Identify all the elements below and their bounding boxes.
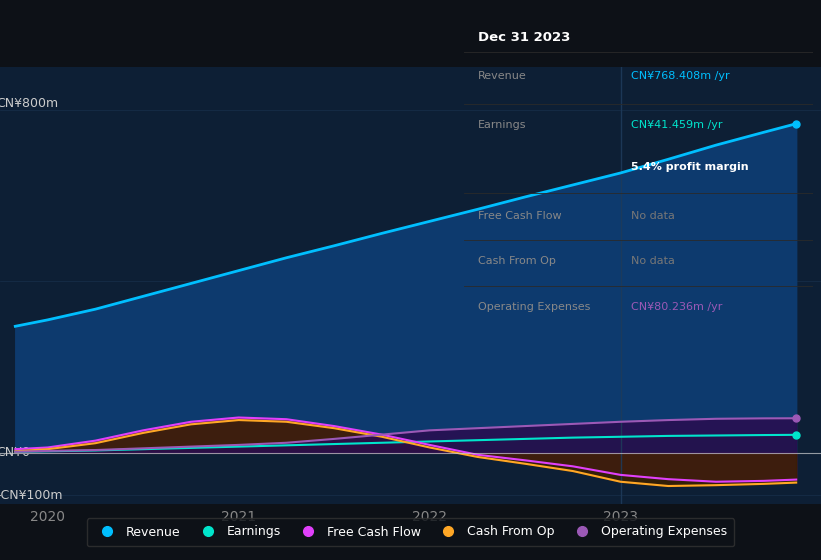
- Text: CN¥800m: CN¥800m: [0, 97, 58, 110]
- Text: CN¥768.408m /yr: CN¥768.408m /yr: [631, 71, 730, 81]
- Text: Earnings: Earnings: [478, 120, 526, 130]
- Text: Operating Expenses: Operating Expenses: [478, 302, 590, 312]
- Text: -CN¥100m: -CN¥100m: [0, 489, 62, 502]
- Text: Revenue: Revenue: [478, 71, 526, 81]
- Text: No data: No data: [631, 256, 675, 267]
- Text: Cash From Op: Cash From Op: [478, 256, 556, 267]
- Text: CN¥80.236m /yr: CN¥80.236m /yr: [631, 302, 722, 312]
- Text: Free Cash Flow: Free Cash Flow: [478, 211, 562, 221]
- Text: 5.4% profit margin: 5.4% profit margin: [631, 162, 749, 172]
- Text: No data: No data: [631, 211, 675, 221]
- Text: CN¥0: CN¥0: [0, 446, 30, 459]
- Legend: Revenue, Earnings, Free Cash Flow, Cash From Op, Operating Expenses: Revenue, Earnings, Free Cash Flow, Cash …: [87, 518, 734, 546]
- Text: Dec 31 2023: Dec 31 2023: [478, 31, 571, 44]
- Text: CN¥41.459m /yr: CN¥41.459m /yr: [631, 120, 722, 130]
